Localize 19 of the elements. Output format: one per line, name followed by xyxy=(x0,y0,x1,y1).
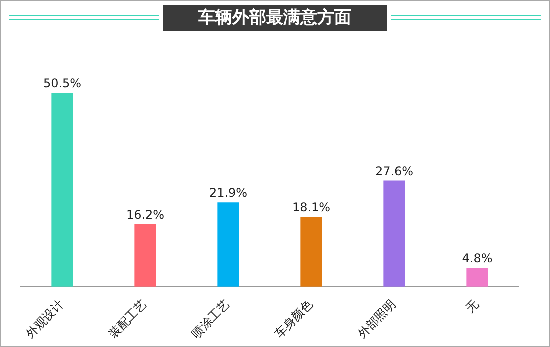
x-tick-label: 车身颜色 xyxy=(272,297,316,342)
x-tick-label: 喷涂工艺 xyxy=(188,297,233,342)
data-label: 18.1% xyxy=(292,200,331,215)
data-label: 21.9% xyxy=(209,186,248,200)
x-tick-label: 外部照明 xyxy=(354,297,399,342)
bar xyxy=(384,180,406,287)
x-tick-label: 外观设计 xyxy=(22,297,67,342)
x-tick-label: 无 xyxy=(463,297,482,316)
data-label: 50.5% xyxy=(43,76,82,91)
bar xyxy=(134,224,156,287)
bar xyxy=(300,217,322,287)
bar xyxy=(218,202,240,287)
data-label: 27.6% xyxy=(375,164,414,178)
x-tick-label: 装配工艺 xyxy=(106,297,150,342)
bar xyxy=(466,268,488,287)
chart-title: 车辆外部最满意方面 xyxy=(163,5,387,31)
data-label: 4.8% xyxy=(462,252,493,266)
data-label: 16.2% xyxy=(126,208,165,222)
bar xyxy=(52,93,74,287)
